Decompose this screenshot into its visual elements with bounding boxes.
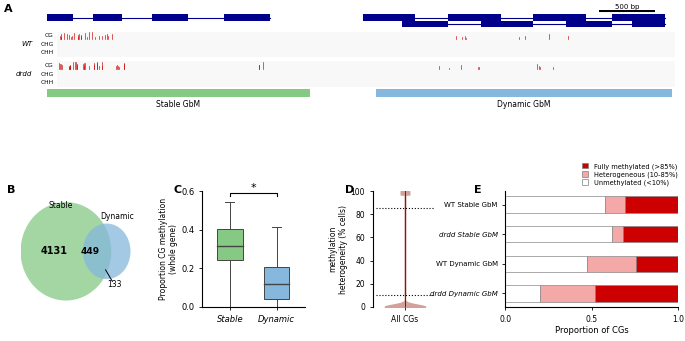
Bar xyxy=(57,78,675,87)
Text: CHH: CHH xyxy=(40,80,53,85)
Ellipse shape xyxy=(21,202,111,300)
Bar xyxy=(448,14,501,20)
Bar xyxy=(402,20,448,27)
Text: *: * xyxy=(251,183,256,193)
Text: CHH: CHH xyxy=(40,50,53,55)
Bar xyxy=(623,226,678,242)
Text: C: C xyxy=(173,186,182,195)
Text: WT: WT xyxy=(21,41,32,47)
Text: Stable: Stable xyxy=(48,201,73,209)
Legend: Fully methylated (>85%), Heterogeneous (10-85%), Unmethylated (<10%): Fully methylated (>85%), Heterogeneous (… xyxy=(581,162,678,187)
Text: 500 bp: 500 bp xyxy=(615,4,639,10)
Bar xyxy=(534,14,586,20)
Bar xyxy=(506,285,540,302)
Bar xyxy=(481,20,534,27)
Text: 449: 449 xyxy=(81,247,100,256)
Bar xyxy=(540,285,595,302)
Bar xyxy=(152,14,188,20)
Text: Dynamic: Dynamic xyxy=(100,212,134,221)
Bar xyxy=(47,14,73,20)
Bar xyxy=(47,89,310,97)
Bar xyxy=(636,256,678,272)
Bar xyxy=(225,14,271,20)
Bar xyxy=(612,14,665,20)
X-axis label: Proportion of CGs: Proportion of CGs xyxy=(555,326,629,335)
Bar xyxy=(506,256,586,272)
Bar xyxy=(506,226,612,242)
Y-axis label: Proportion CG methylation
(whole gene): Proportion CG methylation (whole gene) xyxy=(159,198,178,300)
Text: CG: CG xyxy=(45,33,53,38)
Y-axis label: methylation
heterogeneity (% cells): methylation heterogeneity (% cells) xyxy=(328,205,348,294)
Text: CHG: CHG xyxy=(40,72,53,77)
Bar xyxy=(57,49,675,57)
Bar xyxy=(217,229,242,260)
Text: D: D xyxy=(345,186,355,195)
Text: E: E xyxy=(474,186,482,195)
Bar xyxy=(264,267,289,299)
Bar xyxy=(506,196,605,213)
Text: 133: 133 xyxy=(108,280,122,290)
Bar xyxy=(632,20,665,27)
Text: drdd: drdd xyxy=(16,71,32,77)
Bar xyxy=(595,285,678,302)
Text: Stable GbM: Stable GbM xyxy=(156,100,201,109)
Bar xyxy=(93,14,123,20)
Bar xyxy=(57,70,675,78)
Bar xyxy=(57,32,675,40)
Bar xyxy=(566,20,612,27)
Bar xyxy=(612,226,623,242)
Bar xyxy=(586,256,636,272)
Text: CG: CG xyxy=(45,63,53,68)
Bar xyxy=(57,61,675,70)
Bar xyxy=(605,196,625,213)
Bar xyxy=(362,14,415,20)
Text: Dynamic GbM: Dynamic GbM xyxy=(497,100,550,109)
Text: A: A xyxy=(4,4,13,14)
Bar xyxy=(375,89,671,97)
Bar xyxy=(625,196,678,213)
Ellipse shape xyxy=(83,224,131,279)
Text: CHG: CHG xyxy=(40,42,53,47)
Bar xyxy=(57,40,675,49)
Text: B: B xyxy=(7,186,15,195)
Text: 4131: 4131 xyxy=(41,246,68,256)
